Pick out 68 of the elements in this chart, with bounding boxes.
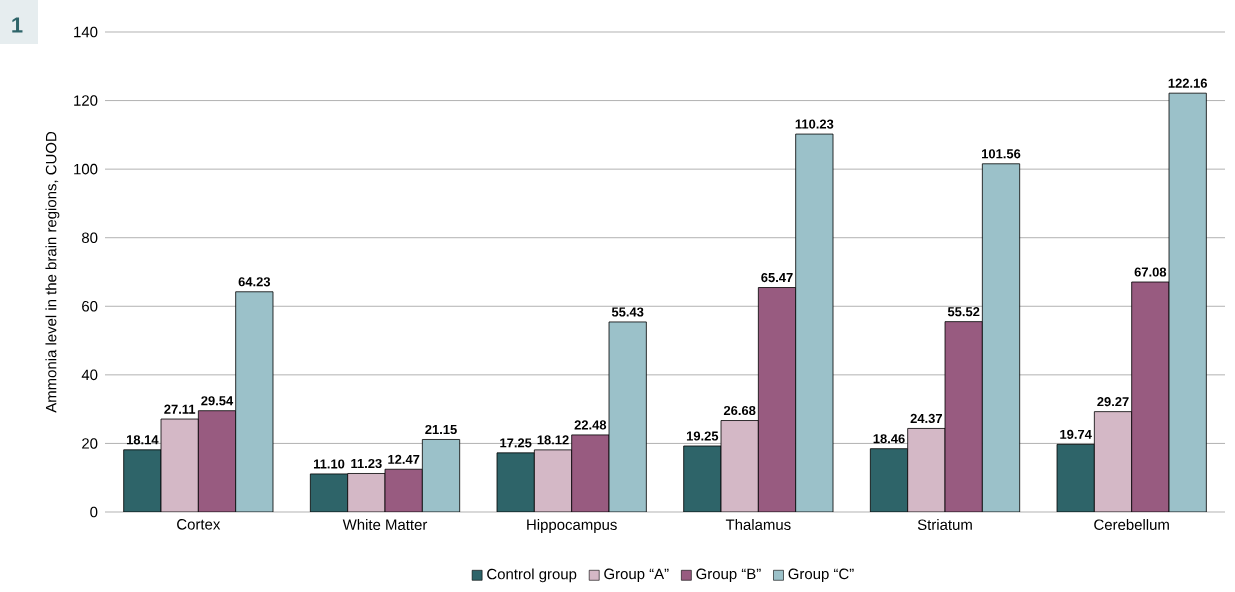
x-tick-label: Cortex [177, 519, 221, 530]
y-tick-label: 60 [82, 300, 98, 312]
data-label: 21.15 [425, 424, 457, 435]
bar [497, 452, 535, 512]
data-label: 19.74 [1060, 429, 1092, 439]
x-tick-label: Striatum [917, 519, 972, 531]
data-label: 26.68 [723, 405, 756, 416]
data-label: 24.37 [910, 413, 942, 424]
data-label: 101.56 [982, 149, 1021, 159]
data-label: 17.25 [500, 438, 532, 448]
legend-label: Group “B” [696, 568, 761, 583]
bar [1093, 411, 1133, 512]
x-tick-label: Cerebellum [1094, 519, 1169, 531]
x-tick-label: Thalamus [725, 519, 791, 531]
y-tick-label: 40 [81, 369, 98, 381]
bar [907, 428, 946, 512]
data-label: 65.47 [761, 272, 793, 283]
data-label: 55.52 [947, 307, 980, 317]
bar [758, 287, 796, 512]
bar [385, 469, 423, 512]
bar [347, 473, 386, 512]
y-tick-label: 100 [74, 163, 98, 175]
data-label: 11.10 [313, 459, 345, 469]
bar [422, 439, 460, 512]
data-label: 18.12 [537, 435, 569, 445]
bar [945, 321, 983, 512]
data-label: 29.54 [201, 396, 234, 406]
y-axis-title: Ammonia level in the brain regions, CUOD [45, 131, 60, 413]
data-label: 110.23 [795, 119, 834, 129]
x-tick-label: White Matter [342, 519, 428, 531]
data-label: 18.46 [873, 434, 905, 444]
data-label: 122.16 [1168, 78, 1207, 88]
bar [721, 420, 759, 512]
bar [1131, 281, 1170, 512]
bar [609, 321, 647, 512]
bar [683, 446, 722, 512]
data-label: 29.27 [1097, 397, 1129, 407]
y-tick-label: 20 [82, 438, 98, 449]
bar [1168, 92, 1207, 512]
data-label: 55.43 [611, 307, 644, 317]
data-label: 22.48 [574, 420, 607, 430]
bar [123, 449, 162, 512]
data-label: 67.08 [1134, 267, 1167, 277]
bar [161, 419, 199, 512]
data-label: 11.23 [351, 458, 382, 469]
data-label: 64.23 [238, 277, 271, 287]
bar [795, 134, 834, 512]
bar [310, 473, 348, 512]
data-label: 18.14 [126, 435, 159, 445]
y-tick-label: 140 [74, 26, 98, 38]
bar [982, 163, 1020, 512]
bar [198, 410, 236, 512]
bar [571, 434, 610, 512]
bar [870, 448, 908, 512]
data-label: 27.11 [164, 404, 196, 414]
bar [1056, 443, 1095, 512]
text: 1 [12, 17, 23, 33]
data-label: 12.47 [388, 454, 420, 464]
bar [235, 291, 274, 512]
bar [534, 449, 572, 512]
y-tick-label: 0 [90, 506, 98, 518]
x-tick-label: Hippocampus [527, 519, 617, 533]
legend-label: Control group [487, 568, 577, 583]
legend-label: Group “C” [788, 568, 854, 583]
y-tick-label: 80 [82, 232, 98, 244]
data-label: 19.25 [686, 431, 719, 441]
y-tick-label: 120 [74, 95, 98, 106]
legend-label: Group “A” [604, 568, 669, 583]
